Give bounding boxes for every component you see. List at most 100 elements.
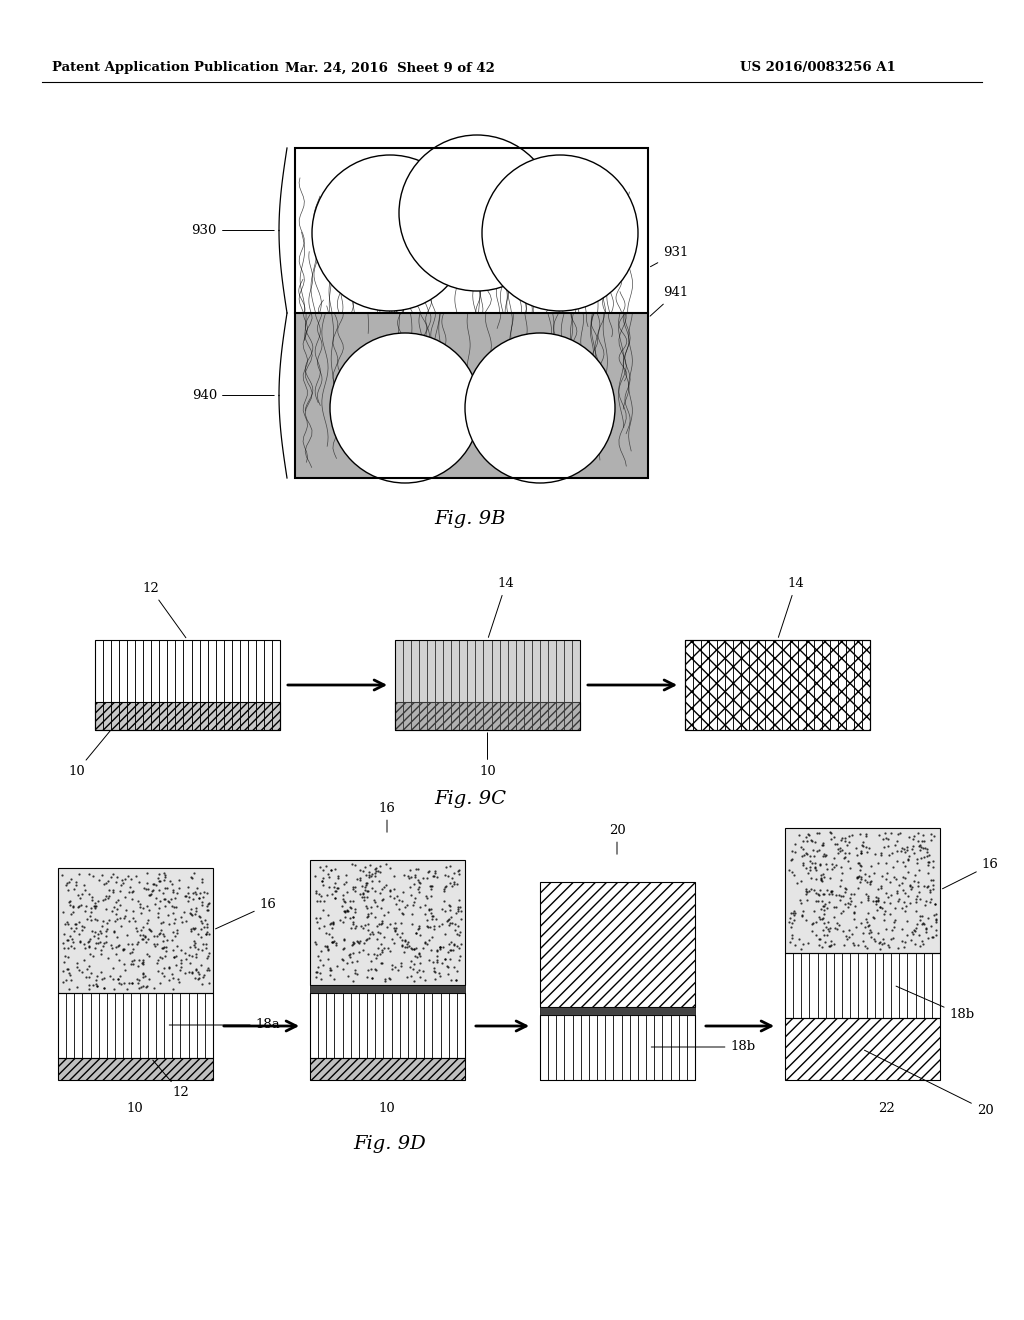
Point [893, 841, 909, 862]
Point [90, 891, 106, 912]
Point [104, 879, 121, 900]
Point [928, 908, 944, 929]
Point [63, 928, 80, 949]
Point [161, 892, 177, 913]
Text: 930: 930 [191, 224, 274, 238]
Point [895, 866, 911, 887]
Point [401, 876, 418, 898]
Point [427, 908, 443, 929]
Point [913, 830, 930, 851]
Text: 14: 14 [488, 577, 514, 638]
Point [135, 950, 152, 972]
Point [812, 879, 828, 900]
Point [429, 866, 445, 887]
Point [922, 879, 938, 900]
Point [441, 949, 458, 970]
Point [407, 866, 423, 887]
Point [171, 972, 187, 993]
Point [66, 878, 82, 899]
Point [403, 904, 420, 925]
Point [309, 891, 326, 912]
Point [380, 937, 396, 958]
Point [176, 886, 193, 907]
Point [343, 917, 359, 939]
Point [173, 949, 189, 970]
Point [908, 900, 925, 921]
Point [359, 960, 376, 981]
Point [857, 870, 873, 891]
Point [371, 870, 387, 891]
Point [88, 974, 104, 995]
Point [364, 921, 380, 942]
Point [62, 903, 79, 924]
Point [449, 874, 465, 895]
Point [857, 916, 873, 937]
Point [96, 874, 113, 895]
Point [417, 903, 433, 924]
Point [119, 978, 135, 999]
Point [316, 936, 333, 957]
Point [194, 912, 210, 933]
Point [370, 937, 386, 958]
Text: Fig. 9B: Fig. 9B [434, 510, 506, 528]
Point [865, 928, 882, 949]
Point [915, 875, 932, 896]
Point [870, 853, 887, 874]
Point [146, 933, 163, 954]
Point [93, 939, 110, 960]
Point [135, 928, 152, 949]
Point [445, 871, 462, 892]
Point [874, 928, 891, 949]
Point [886, 912, 902, 933]
Point [368, 866, 384, 887]
Point [894, 919, 910, 940]
Point [373, 898, 389, 919]
Point [80, 932, 96, 953]
Point [795, 830, 811, 851]
Point [785, 904, 802, 925]
Point [802, 859, 818, 880]
Point [822, 880, 839, 902]
Point [140, 900, 157, 921]
Point [409, 961, 425, 982]
Point [139, 909, 156, 931]
Point [183, 945, 200, 966]
Point [426, 958, 442, 979]
Point [914, 933, 931, 954]
Point [117, 906, 133, 927]
Point [356, 879, 373, 900]
Point [860, 886, 877, 907]
Point [68, 913, 84, 935]
Point [393, 903, 410, 924]
Point [409, 946, 425, 968]
Point [169, 923, 185, 944]
Point [385, 932, 401, 953]
Point [146, 925, 163, 946]
Point [397, 931, 414, 952]
Point [78, 896, 94, 917]
Point [921, 855, 937, 876]
Point [355, 932, 372, 953]
Point [55, 932, 72, 953]
Point [123, 933, 139, 954]
Point [899, 909, 915, 931]
Point [201, 899, 217, 920]
Point [393, 929, 410, 950]
Point [168, 936, 184, 957]
Point [811, 853, 827, 874]
Point [376, 906, 392, 927]
Point [95, 911, 112, 932]
Text: 10: 10 [379, 1102, 395, 1115]
Point [815, 904, 831, 925]
Point [424, 906, 440, 927]
Point [877, 904, 893, 925]
Point [157, 866, 173, 887]
Point [818, 924, 835, 945]
Point [168, 896, 184, 917]
Point [194, 892, 210, 913]
Point [389, 886, 406, 907]
Point [371, 913, 387, 935]
Point [98, 873, 115, 894]
Point [83, 898, 99, 919]
Point [813, 867, 829, 888]
